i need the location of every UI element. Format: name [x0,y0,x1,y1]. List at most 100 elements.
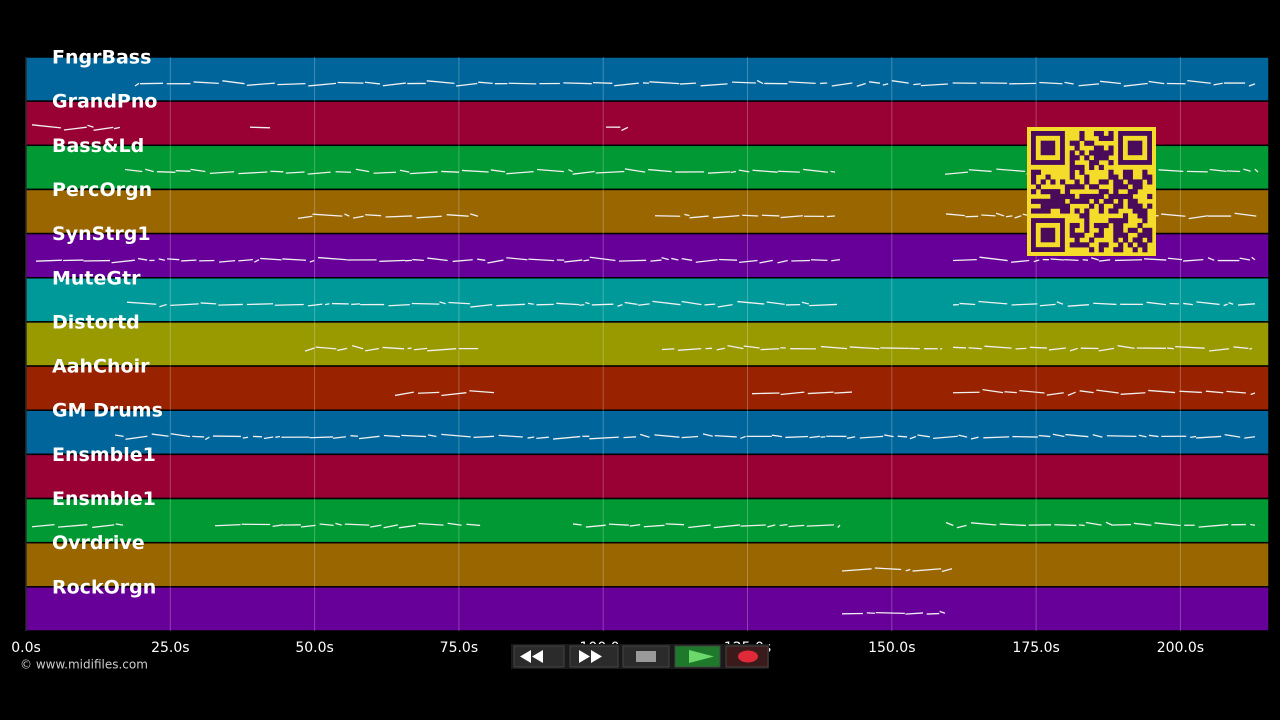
qr-module [1045,198,1051,204]
qr-module [1127,227,1133,233]
note [1105,521,1114,526]
note [242,436,249,439]
tick-label: 50.0s [295,640,333,656]
track-name: GM Drums [52,400,163,422]
note [307,171,331,175]
note [385,215,413,218]
qr-module [1074,222,1080,229]
note [92,524,115,529]
qr-module [1103,198,1109,204]
qr-module [1142,213,1148,219]
note [382,346,404,350]
qr-module [1108,174,1114,180]
note [624,301,638,306]
note [508,82,537,85]
note [956,524,967,529]
qr-module [1031,208,1037,214]
qr-module [1084,174,1090,180]
qr-module [1050,189,1056,195]
note [714,434,737,438]
note [996,168,1026,173]
note [650,259,662,262]
note [1012,435,1038,438]
note [324,303,330,306]
note [418,522,444,526]
qr-module [1132,247,1138,253]
qr-module [1137,208,1143,214]
stop-button[interactable] [622,645,670,668]
note [968,169,992,173]
qr-module [1089,184,1095,190]
rewind-button[interactable] [513,645,565,668]
qr-module [1074,140,1080,146]
note [383,434,400,438]
note [1183,302,1193,306]
note [875,611,905,615]
track-band [25,56,1270,102]
qr-module [1132,227,1138,233]
note [506,257,528,261]
qr-module [1069,198,1075,204]
qr-module [1069,150,1075,156]
note [315,346,337,350]
tick-label: 150.0s [868,640,915,656]
note [409,171,438,175]
note [665,523,685,526]
note [277,82,306,86]
play-button[interactable] [674,645,721,668]
note [1146,301,1166,306]
qr-module [1089,140,1095,146]
qr-module [1127,193,1133,200]
note [337,81,364,84]
qr-module [1079,242,1085,248]
note [917,434,930,438]
note [1234,212,1257,217]
note [190,168,206,173]
qr-module [1108,145,1114,151]
qr-module [1079,213,1085,219]
note [192,435,205,438]
qr-module [1103,150,1109,156]
note [401,434,427,438]
note [528,258,555,262]
note [737,300,765,305]
qr-module [1127,203,1133,209]
qr-module [1084,218,1090,224]
note [200,302,217,305]
note [388,303,410,307]
qr-module [1055,193,1061,200]
qr-module [1113,218,1119,224]
qr-module [1050,193,1056,200]
record-button[interactable] [725,645,769,668]
note [952,391,980,394]
track-band [25,586,1270,632]
note [897,435,908,438]
qr-module [1074,164,1080,171]
qr-module [1147,232,1153,238]
track-name: Bass&Ld [52,135,144,157]
note [274,303,304,306]
note [572,170,595,175]
note [882,83,889,86]
qr-module [1074,208,1080,214]
tick-label: 75.0s [440,640,478,656]
qr-module [1074,232,1080,238]
note [671,257,679,261]
qr-module [1142,247,1148,253]
track-name: MuteGtr [52,267,141,289]
note [1048,347,1066,351]
note [456,82,478,87]
note [563,82,592,85]
icon [689,650,714,663]
note [952,258,977,262]
note [771,434,783,438]
qr-module [1137,213,1143,219]
note [498,434,523,438]
note [1033,259,1040,263]
qr-module [1118,198,1124,204]
qr-finder [1127,140,1143,156]
qr-module [1089,150,1095,156]
track-labels: FngrBass GrandPno Bass&Ld PercOrgn SynStrg1 M… [52,47,163,599]
forward-button[interactable] [569,645,619,668]
